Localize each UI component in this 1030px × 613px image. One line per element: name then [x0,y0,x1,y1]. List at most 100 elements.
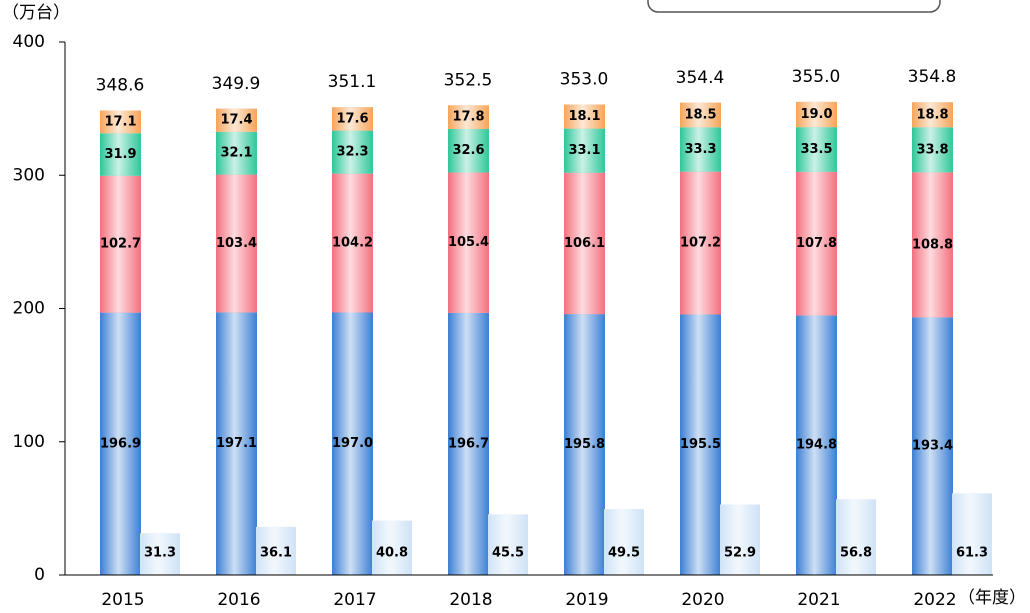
highlight [952,493,992,575]
data-label: 107.8 [796,236,837,251]
data-label: 31.9 [104,147,136,162]
data-label: 61.3 [956,546,988,561]
highlight [836,499,876,575]
data-label: 107.2 [680,236,721,251]
total-label: 352.5 [444,70,493,90]
data-label: 104.2 [332,236,373,251]
data-label: 17.8 [452,110,484,125]
highlight [216,312,257,575]
y-tick-label: 200 [13,299,45,319]
y-tick-label: 300 [13,165,45,185]
data-label: 32.3 [336,145,368,160]
highlight [912,172,953,318]
data-label: 18.8 [916,107,948,122]
data-label: 18.5 [684,107,716,122]
data-label: 17.4 [220,113,252,128]
x-tick-label: 2022 [913,590,956,610]
data-label: 17.1 [104,114,136,129]
data-label: 33.3 [684,142,716,157]
data-label: 17.6 [336,111,368,126]
data-label: 49.5 [608,546,640,561]
total-label: 355.0 [792,67,841,87]
highlight [100,312,141,575]
highlight [448,312,489,575]
data-label: 32.6 [452,143,484,158]
data-label: 106.1 [564,236,605,251]
data-label: 195.5 [680,437,721,452]
data-label: 31.3 [144,546,176,561]
highlight [216,174,257,313]
data-label: 56.8 [840,546,872,561]
x-tick-label: 2015 [101,590,144,610]
highlight [140,533,180,575]
x-tick-label: 2018 [449,590,492,610]
highlight [100,110,141,134]
data-label: 196.9 [100,436,141,451]
x-tick-label: 2020 [681,590,724,610]
highlight [680,127,721,172]
data-label: 33.1 [568,143,600,158]
highlight [100,175,141,313]
highlight [680,314,721,575]
data-label: 196.7 [448,436,489,451]
highlight [604,509,644,575]
highlight [216,131,257,175]
y-axis-label: （万台） [2,3,70,23]
highlight [448,105,489,130]
total-label: 349.9 [212,74,261,94]
data-label: 194.8 [796,438,837,453]
y-tick-label: 0 [34,565,45,585]
data-label: 197.1 [216,436,257,451]
data-label: 19.0 [800,107,832,122]
highlight [564,172,605,315]
x-tick-label: 2019 [565,590,608,610]
highlight [796,171,837,316]
data-label: 32.1 [220,146,252,161]
highlight [332,130,373,174]
y-tick-label: 400 [13,32,45,52]
data-label: 52.9 [724,546,756,561]
data-label: 103.4 [216,236,257,251]
data-label: 195.8 [564,437,605,452]
highlight [680,102,721,128]
total-label: 351.1 [328,72,377,92]
highlight [912,317,953,575]
data-label: 45.5 [492,546,524,561]
y-tick-label: 100 [13,432,45,452]
data-label: 33.8 [916,142,948,157]
highlight [332,107,373,131]
highlight [912,102,953,128]
highlight [372,520,412,575]
total-label: 348.6 [96,75,145,95]
highlight [680,171,721,315]
data-label: 102.7 [100,237,141,252]
data-label: 193.4 [912,439,953,454]
total-label: 354.8 [908,67,957,87]
x-tick-label: 2016 [217,590,260,610]
highlight [720,504,760,575]
highlight [912,127,953,173]
data-label: 36.1 [260,546,292,561]
data-label: 197.0 [332,436,373,451]
highlight [488,514,528,575]
data-label: 33.5 [800,142,832,157]
highlight [448,129,489,173]
total-label: 353.0 [560,70,609,90]
highlight [448,172,489,313]
highlight [564,314,605,575]
legend-box [647,0,941,13]
x-tick-label: 2017 [333,590,376,610]
x-tick-label: 2021 [797,590,840,610]
total-label: 354.4 [676,68,725,88]
highlight [564,128,605,173]
x-axis-label: （年度） [958,588,1026,608]
data-label: 108.8 [912,237,953,252]
highlight [216,108,257,132]
data-label: 18.1 [568,109,600,124]
highlight [796,101,837,128]
highlight [332,173,373,313]
data-label: 105.4 [448,235,489,250]
highlight [332,312,373,575]
highlight [100,133,141,176]
